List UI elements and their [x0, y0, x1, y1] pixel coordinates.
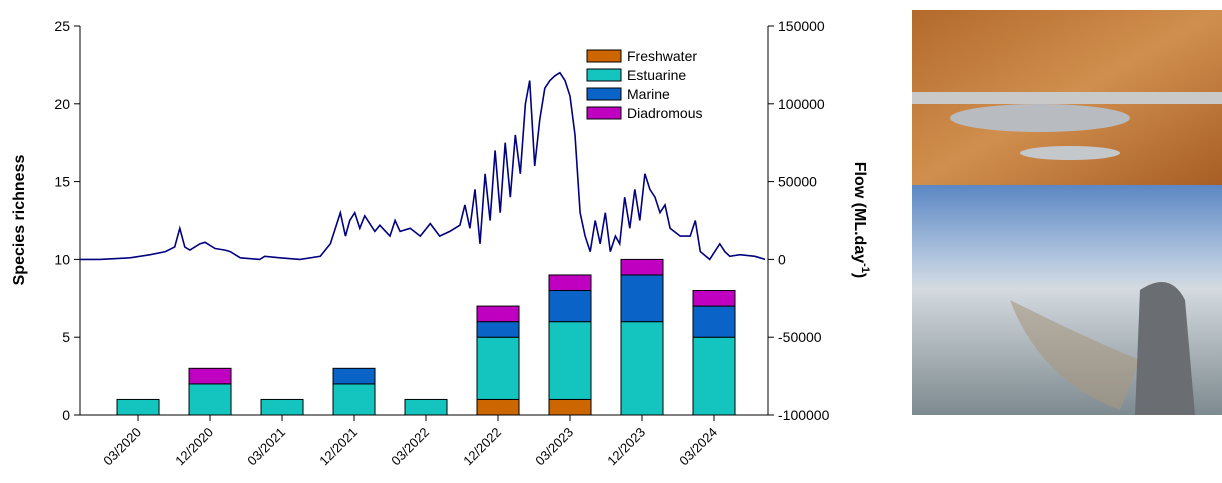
- bar-segment: [693, 306, 735, 337]
- legend-label: Estuarine: [627, 67, 686, 83]
- legend-swatch: [587, 107, 621, 119]
- x-tick-label: 03/2020: [100, 425, 144, 469]
- y2-label-text: Flow (ML.day: [851, 162, 868, 263]
- bar-segment: [549, 322, 591, 400]
- x-tick-label: 12/2020: [172, 425, 216, 469]
- y-tick-label: 5: [62, 329, 70, 345]
- chart: Species richness Flow (ML.day-1) 0 5 10 15 2…: [0, 0, 1222, 478]
- bar-segment: [117, 399, 159, 415]
- bar-segment: [693, 337, 735, 415]
- y2-tick-label: 100000: [778, 96, 825, 112]
- ruler: [912, 92, 1222, 104]
- bar-segment: [621, 322, 663, 415]
- y-tick-label: 0: [62, 407, 70, 423]
- photos: [912, 10, 1222, 415]
- bar-segment: [189, 368, 231, 384]
- bar-segment: [477, 322, 519, 338]
- legend-swatch: [587, 50, 621, 62]
- x-tick-label: 03/2024: [676, 425, 720, 469]
- y2-label-end: ): [851, 273, 868, 278]
- fish: [1020, 146, 1120, 160]
- bar-segment: [621, 275, 663, 322]
- y-tick-label: 15: [54, 174, 70, 190]
- x-tick-label: 12/2022: [460, 425, 504, 469]
- bar-segment: [261, 399, 303, 415]
- x-tick-label: 03/2022: [388, 425, 432, 469]
- y2-tick-label: 0: [778, 251, 786, 267]
- bar-segment: [477, 399, 519, 415]
- bar-segment: [549, 399, 591, 415]
- legend-label: Diadromous: [627, 105, 702, 121]
- bar-segment: [693, 291, 735, 307]
- y2-tick-label: -50000: [778, 329, 822, 345]
- legend-swatch: [587, 88, 621, 100]
- legend-label: Freshwater: [627, 48, 697, 64]
- y2-tick-label: 150000: [778, 18, 825, 34]
- x-tick-label: 12/2021: [316, 425, 360, 469]
- y2-tick-label: -100000: [778, 407, 830, 423]
- legend-label: Marine: [627, 86, 670, 102]
- x-tick-label: 03/2021: [244, 425, 288, 469]
- x-tick-label: 03/2023: [532, 425, 576, 469]
- bar-segment: [333, 368, 375, 384]
- x-tick-label: 12/2023: [604, 425, 648, 469]
- bar-segment: [405, 399, 447, 415]
- y2-tick-label: 50000: [778, 174, 817, 190]
- y-tick-label: 25: [54, 18, 70, 34]
- bar-segment: [477, 306, 519, 322]
- y-axis-label: Species richness: [11, 155, 28, 286]
- bar-segment: [189, 384, 231, 415]
- bar-segment: [549, 291, 591, 322]
- y2-axis-label: Flow (ML.day-1): [851, 162, 871, 278]
- y2-label-sup: -1: [859, 263, 871, 273]
- bar-segment: [333, 384, 375, 415]
- fish: [950, 104, 1130, 132]
- bar-segment: [549, 275, 591, 291]
- y-tick-label: 10: [54, 251, 70, 267]
- y-tick-label: 20: [54, 96, 70, 112]
- bar-segment: [621, 259, 663, 275]
- bar-segment: [477, 337, 519, 399]
- legend-swatch: [587, 69, 621, 81]
